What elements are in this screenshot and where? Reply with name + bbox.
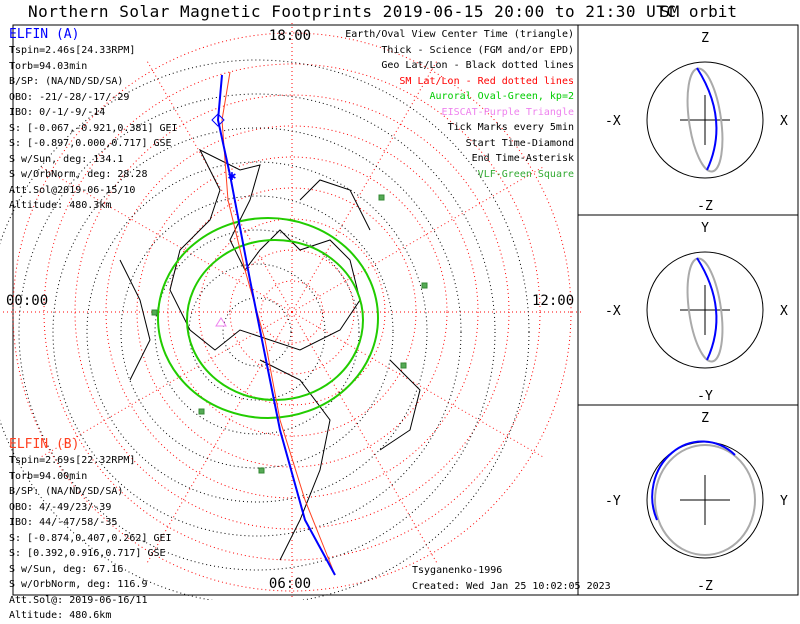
axis-label-top: Z (701, 31, 709, 46)
sm-orbit-panels: Z -Z -X X Y -Y -X X Z -Z -Y Y (605, 31, 788, 594)
axis-label-bottom: -Z (697, 199, 713, 214)
axis-label-top: Y (701, 221, 709, 236)
elfin-b-info-line: Torb=94.00min (9, 470, 88, 482)
elfin-b-info-line: S: [-0.874,0.407,0.262] GEI (9, 532, 172, 544)
legend-item: Start Time-Diamond (465, 137, 574, 149)
axis-label-right: Y (780, 494, 788, 509)
geo-lat-circle (154, 229, 360, 435)
sm-lat-circle (136, 156, 448, 468)
elfin-b-info-line: IBO: 44/-47/58/-35 (9, 517, 118, 528)
legend-item: Auroral Oval-Green, kp=2 (429, 91, 575, 102)
legend-item: Earth/Oval View Center Time (triangle) (345, 29, 574, 40)
elfin-a-info-line: S w/Sun, deg: 134.1 (9, 153, 124, 165)
axis-label-right: X (780, 114, 788, 129)
legend-item: Thick - Science (FGM and/or EPD) (381, 44, 574, 56)
earth-circle (646, 61, 764, 179)
legend-item: EISCAT-Purple Triangle (441, 106, 574, 118)
legend-item: Tick Marks every 5min (447, 122, 574, 133)
sm-lat-circle (105, 125, 479, 499)
auroral-oval (157, 217, 379, 419)
elfin-a-info-line: S: [-0.067,-0.921,0.381] GEI (9, 122, 178, 134)
elfin-b-track (221, 71, 336, 576)
orbit-a (696, 67, 718, 171)
plot-title: Northern Solar Magnetic Footprints 2019-… (28, 2, 677, 21)
sm-orbit-title: SM orbit (660, 2, 738, 21)
elfin-b-info-line: Tspin=2.69s[22.32RPM] (9, 455, 136, 466)
sm-lon-line (291, 311, 544, 458)
elfin-a-info-line: Altitude: 480.3km (9, 200, 112, 211)
elfin-a-info: ELFIN (A) Tspin=2.46s[24.33RPM] Torb=94.0… (9, 27, 178, 214)
elfin-b-info-line: Att.Sol@: 2019-06-16/11 (9, 594, 148, 606)
axis-label-left: -X (605, 304, 621, 319)
elfin-a-info-line: IBO: 0/-1/-9/-14 (9, 107, 106, 118)
lat-lon-grid (0, 22, 582, 600)
geo-lat-circle (120, 195, 394, 469)
elfin-a-info-line: B/SP: (NA/ND/SD/SA) (9, 76, 124, 87)
orbit-a (651, 440, 736, 521)
orbit-b (654, 444, 756, 556)
axis-label-left: -X (605, 114, 621, 129)
sm-lon-line (291, 60, 438, 313)
mlt-label-left: 00:00 (6, 293, 48, 309)
footprint-map: ✱ Z -Z -X X Y -Y -X X Z -Z -Y Y 18:00 00:00 12:00 0… (0, 22, 799, 600)
elfin-a-info-line: S: [-0.897,0.000,0.717] GSE (9, 138, 172, 149)
sm-lat-circle (260, 280, 324, 344)
geo-lat-circle (18, 93, 496, 571)
sm-lon-line (146, 60, 293, 313)
elfin-a-info-line: Att.Sol@2019-06-15/10 (9, 184, 136, 196)
axis-label-right: X (780, 304, 788, 319)
elfin-b-info-line: B/SP: (NA/ND/SD/SA) (9, 486, 124, 497)
sm-frame (577, 24, 799, 596)
orbit-a (696, 257, 718, 361)
elfin-a-info-line: Tspin=2.46s[24.33RPM] (9, 45, 136, 56)
legend-item: Geo Lat/Lon - Black dotted lines (381, 60, 574, 71)
model-credit: Tsyganenko-1996 (412, 565, 503, 576)
legend: Earth/Oval View Center Time (triangle) Th… (345, 27, 574, 182)
elfin-a-track (216, 74, 336, 576)
sm-lat-circle (229, 249, 355, 375)
elfin-a-info-line: S w/OrbNorm, deg: 28.28 (9, 169, 148, 180)
elfin-b-info-line: Altitude: 480.6km (9, 610, 112, 621)
credits: Tsyganenko-1996 Created: Wed Jan 25 10:0… (412, 563, 611, 594)
elfin-b-info: ELFIN (B) Tspin=2.69s[22.32RPM] Torb=94.0… (9, 437, 172, 624)
legend-item: End Time-Asterisk (471, 153, 574, 164)
legend-item: VLF-Green Square (477, 168, 574, 180)
start-diamond-icon (211, 113, 225, 127)
geo-lat-circle (52, 127, 462, 537)
geo-lat-circle (222, 297, 292, 367)
geo-lat-circle (188, 263, 326, 401)
mlt-label-bottom: 06:00 (269, 576, 311, 592)
elfin-a-info-line: OBO: -21/-28/-17/-29 (9, 91, 130, 103)
end-asterisk-icon: ✱ (228, 168, 237, 184)
created-date: Created: Wed Jan 25 10:02:05 2023 (412, 580, 611, 592)
elfin-b-title: ELFIN (B) (9, 437, 80, 452)
axis-label-bottom: -Z (697, 579, 713, 594)
geo-lat-circle (0, 59, 530, 600)
elfin-a-info-line: Torb=94.03min (9, 60, 88, 72)
axis-label-top: Z (701, 411, 709, 426)
axis-label-bottom: -Y (697, 389, 713, 404)
sm-lon-line (40, 311, 293, 458)
eiscat-triangle-icon (215, 317, 227, 327)
legend-item: SM Lat/Lon - Red dotted lines (399, 75, 574, 87)
geo-lat-circle (86, 161, 428, 503)
sm-lon-line (291, 166, 544, 313)
elfin-b-info-line: S: [0.392,0.916,0.717] GSE (9, 548, 166, 559)
sm-lat-circle (12, 32, 572, 592)
elfin-a-title: ELFIN (A) (9, 27, 80, 42)
mlt-label-top: 18:00 (269, 28, 311, 44)
mlt-label-right: 12:00 (532, 293, 574, 309)
elfin-b-info-line: S w/Sun, deg: 67.16 (9, 563, 124, 575)
elfin-b-info-line: S w/OrbNorm, deg: 116.9 (9, 579, 148, 590)
axis-label-left: -Y (605, 494, 621, 509)
vlf-squares (151, 194, 428, 474)
sm-lon-line (291, 311, 438, 564)
elfin-b-info-line: OBO: 4/-49/23/-39 (9, 501, 112, 513)
earth-circle (646, 251, 764, 369)
